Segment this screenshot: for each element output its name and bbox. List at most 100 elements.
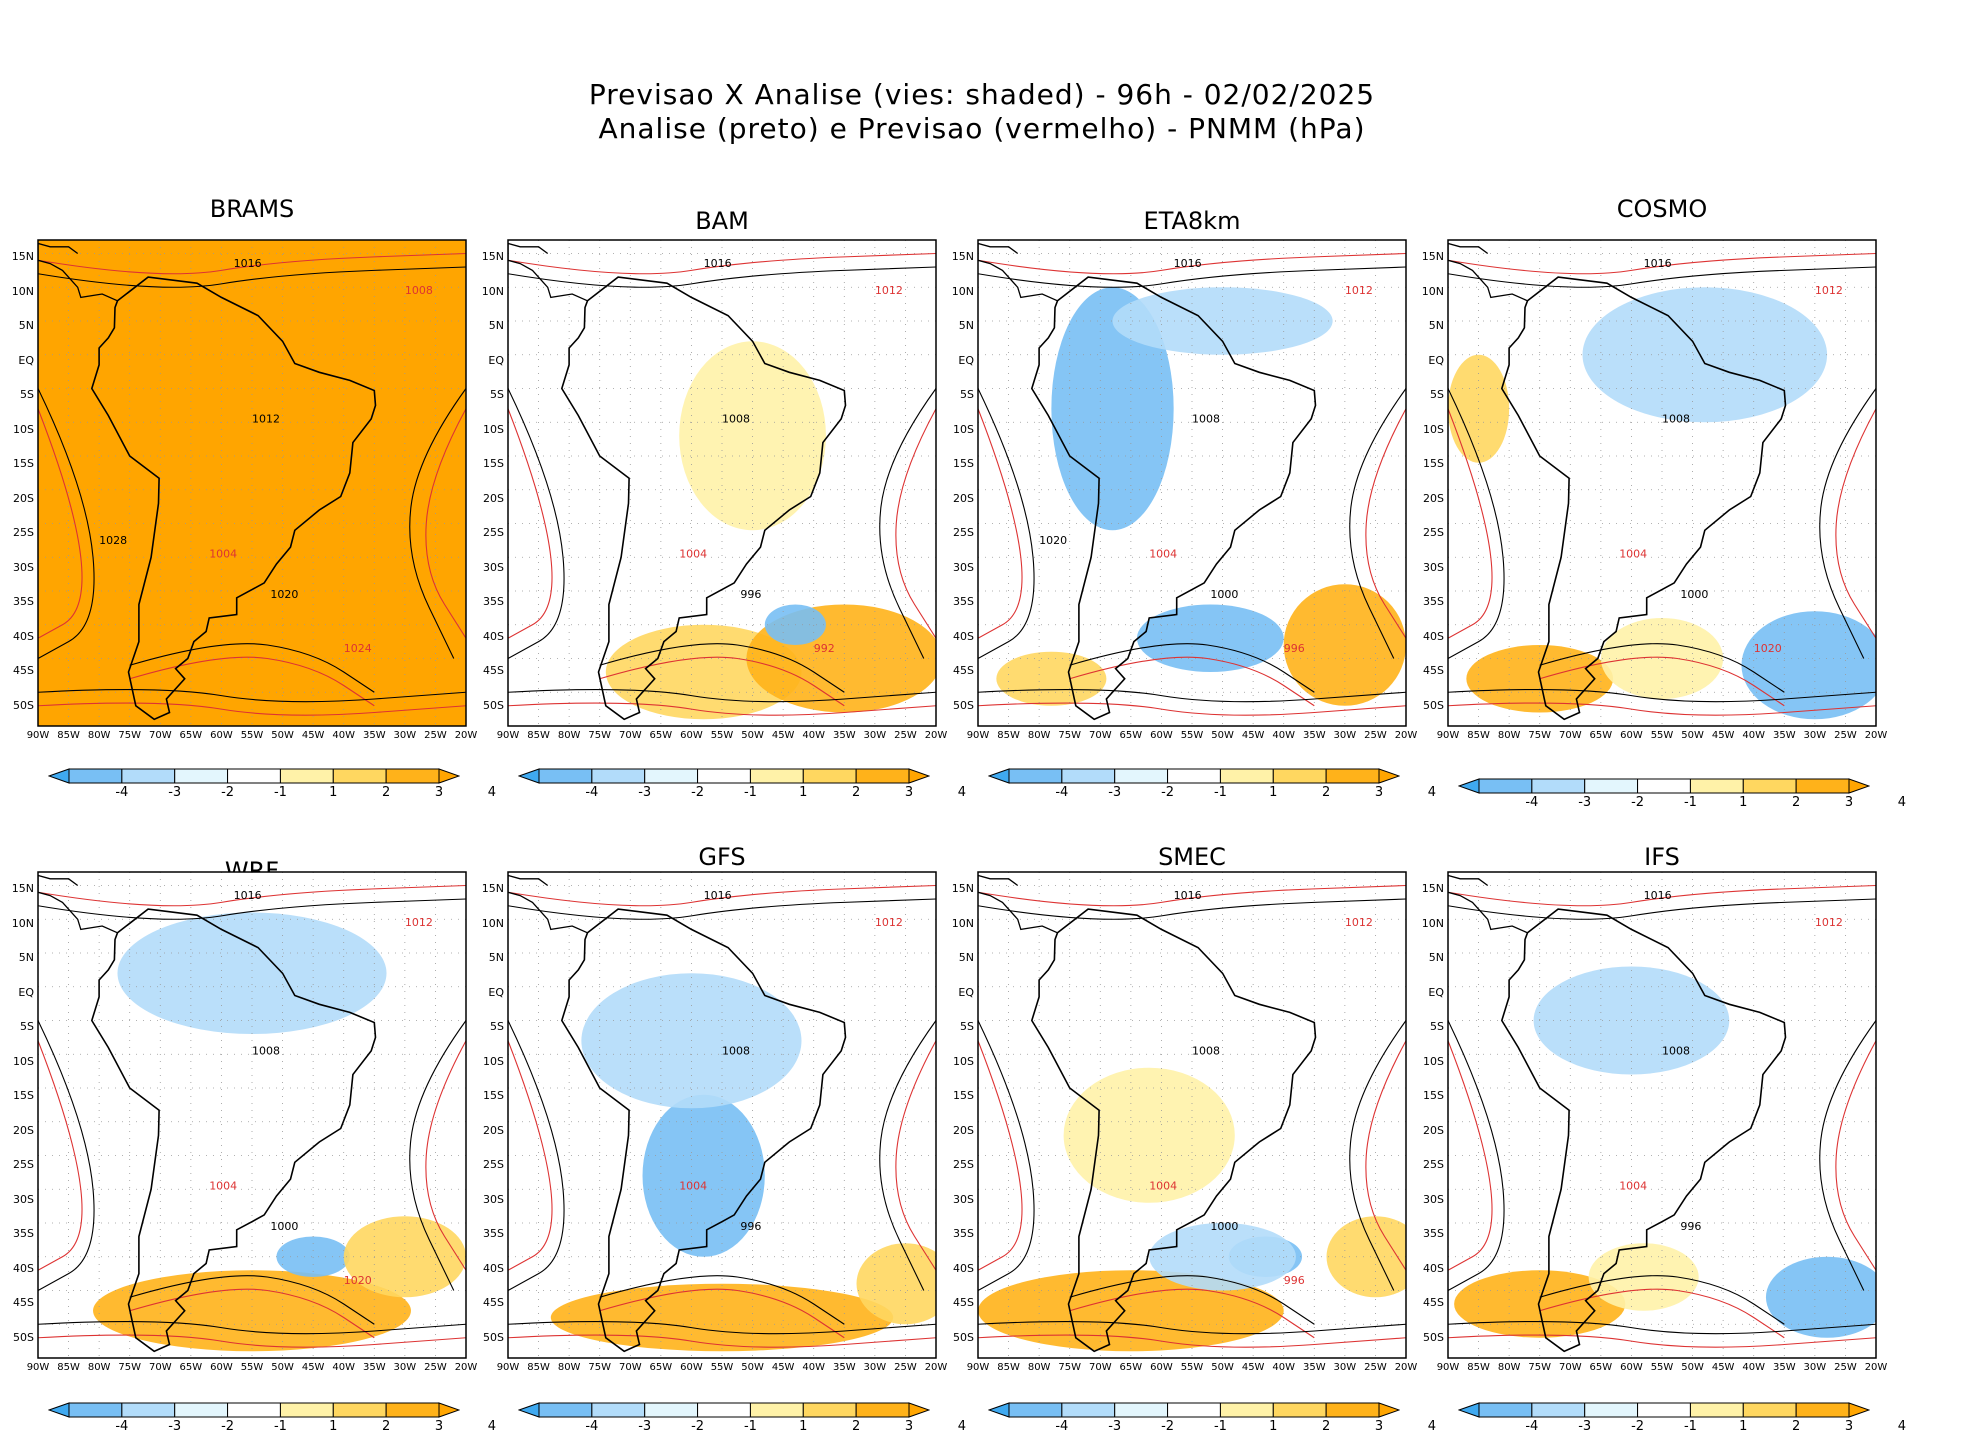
lon-label: 65W <box>1589 730 1613 741</box>
colorbar-label: -2 <box>221 785 235 800</box>
lon-label: 25W <box>424 1362 447 1373</box>
contour-label: 996 <box>1284 642 1305 655</box>
colorbar-segment <box>174 1402 229 1418</box>
colorbar-label: 4 <box>1427 1419 1436 1434</box>
forecast-isobar <box>978 884 1406 907</box>
forecast-isobar <box>425 408 466 639</box>
lon-label: 65W <box>1119 1362 1143 1373</box>
lon-label: 85W <box>527 1362 550 1373</box>
analysis-isobar <box>1069 1275 1315 1325</box>
colorbar-label: 1 <box>799 785 808 800</box>
contour-label: 1012 <box>875 916 903 929</box>
colorbar-left-arrow <box>988 768 1010 784</box>
lon-label: 25W <box>1364 1362 1387 1373</box>
lon-label: 70W <box>618 730 642 741</box>
lat-label: 10N <box>11 916 34 930</box>
analysis-isobar <box>599 1275 845 1325</box>
colorbar-segment <box>644 1402 699 1418</box>
lat-label: 25S <box>1423 526 1444 539</box>
lon-label: 90W <box>26 1362 50 1373</box>
analysis-isobar <box>978 266 1406 288</box>
bias-shade <box>996 651 1107 706</box>
bias-shade <box>1582 287 1828 423</box>
contour-label: 1004 <box>1619 1179 1647 1192</box>
lon-label: 20W <box>924 1362 948 1373</box>
analysis-isobar <box>508 689 936 703</box>
lat-label: 15S <box>953 1089 974 1102</box>
contour-label: 1008 <box>1662 1044 1690 1057</box>
bias-shade <box>1149 1223 1296 1291</box>
bias-shade <box>1588 1243 1699 1311</box>
lat-label: 5S <box>1430 1020 1444 1033</box>
lon-label: 45W <box>1241 730 1265 741</box>
contour-label: 1020 <box>1754 642 1782 655</box>
forecast-isobar <box>599 1288 845 1339</box>
bias-shade <box>93 1270 411 1352</box>
lon-label: 25W <box>894 1362 917 1373</box>
lon-label: 85W <box>57 730 80 741</box>
contour-label: 1000 <box>270 1220 298 1233</box>
colorbar-segment <box>1742 778 1797 794</box>
colorbar-label: -1 <box>743 1419 757 1434</box>
contour-label: 1000 <box>1680 588 1708 601</box>
central-america-coastline <box>508 242 588 302</box>
lat-label: 15N <box>951 882 974 895</box>
lat-label: 10S <box>13 1054 34 1068</box>
lon-label: 65W <box>179 730 203 741</box>
lat-label: 40S <box>953 629 974 643</box>
forecast-isobar <box>38 1334 466 1348</box>
contour-label: 992 <box>814 642 835 655</box>
lon-label: 50W <box>271 730 294 741</box>
lat-label: 15S <box>953 457 974 470</box>
analysis-isobar <box>1349 388 1406 659</box>
analysis-isobar <box>1448 1020 1505 1291</box>
bias-shade <box>1112 287 1333 355</box>
forecast-isobar <box>1448 1334 1876 1348</box>
lon-label: 80W <box>557 1362 581 1373</box>
forecast-isobar <box>978 1334 1406 1348</box>
lon-label: 45W <box>771 730 795 741</box>
colorbar <box>988 1402 1400 1418</box>
lon-label: 60W <box>1620 730 1643 741</box>
lon-label: 50W <box>1211 730 1234 741</box>
colorbar-segment <box>697 1402 751 1418</box>
colorbar-label: -4 <box>585 785 599 800</box>
colorbar-segment <box>1531 778 1586 794</box>
lon-label: 30W <box>393 730 417 741</box>
colorbar-label: -3 <box>168 1419 182 1434</box>
lon-label: 70W <box>1558 1362 1582 1373</box>
map-frame <box>977 239 1407 727</box>
lat-label: 30S <box>1423 560 1444 574</box>
panel-title: BRAMS <box>209 195 295 223</box>
lon-label: 25W <box>894 730 917 741</box>
analysis-isobar <box>38 898 466 920</box>
colorbar <box>988 768 1400 784</box>
bias-shade <box>1741 611 1876 720</box>
lat-label: 35S <box>13 595 34 608</box>
colorbar-left-arrow <box>1458 778 1480 794</box>
contour-label: 1012 <box>252 412 280 425</box>
lat-label: 50S <box>953 1330 974 1344</box>
forecast-isobar <box>978 252 1406 275</box>
contour-label: 1008 <box>252 1044 280 1057</box>
lat-label: 10S <box>483 422 504 436</box>
colorbar-label: -2 <box>691 1419 705 1434</box>
colorbar-segment <box>1219 1402 1274 1418</box>
lat-label: 35S <box>483 595 504 608</box>
lon-label: 75W <box>1058 1362 1082 1373</box>
lon-label: 75W <box>588 1362 612 1373</box>
colorbar-label: -1 <box>1213 785 1227 800</box>
colorbar-right-arrow <box>1378 768 1400 784</box>
contour-label: 1004 <box>1619 547 1647 560</box>
analysis-isobar <box>1539 1275 1785 1325</box>
colorbar-label: 2 <box>1322 1419 1331 1434</box>
colorbar-label: 3 <box>1374 785 1384 800</box>
central-america-coastline <box>38 242 118 302</box>
colorbar-segment <box>1219 768 1274 784</box>
lat-label: 25S <box>13 526 34 539</box>
lat-label: 15N <box>1421 882 1444 895</box>
bias-shade <box>1466 645 1614 713</box>
colorbar-segment <box>749 1402 804 1418</box>
forecast-isobar <box>425 1040 466 1271</box>
colorbar-right-arrow <box>908 768 930 784</box>
